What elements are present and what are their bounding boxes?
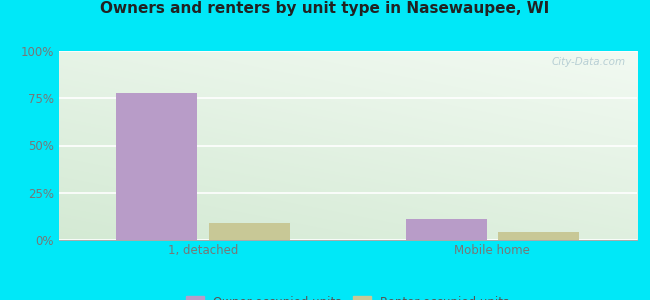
Legend: Owner occupied units, Renter occupied units: Owner occupied units, Renter occupied un… xyxy=(181,291,514,300)
Bar xyxy=(498,232,579,240)
Text: Owners and renters by unit type in Nasewaupee, WI: Owners and renters by unit type in Nasew… xyxy=(100,2,550,16)
Bar xyxy=(209,223,290,240)
Bar xyxy=(406,219,487,240)
Bar xyxy=(116,93,198,240)
Text: City-Data.com: City-Data.com xyxy=(551,57,625,67)
